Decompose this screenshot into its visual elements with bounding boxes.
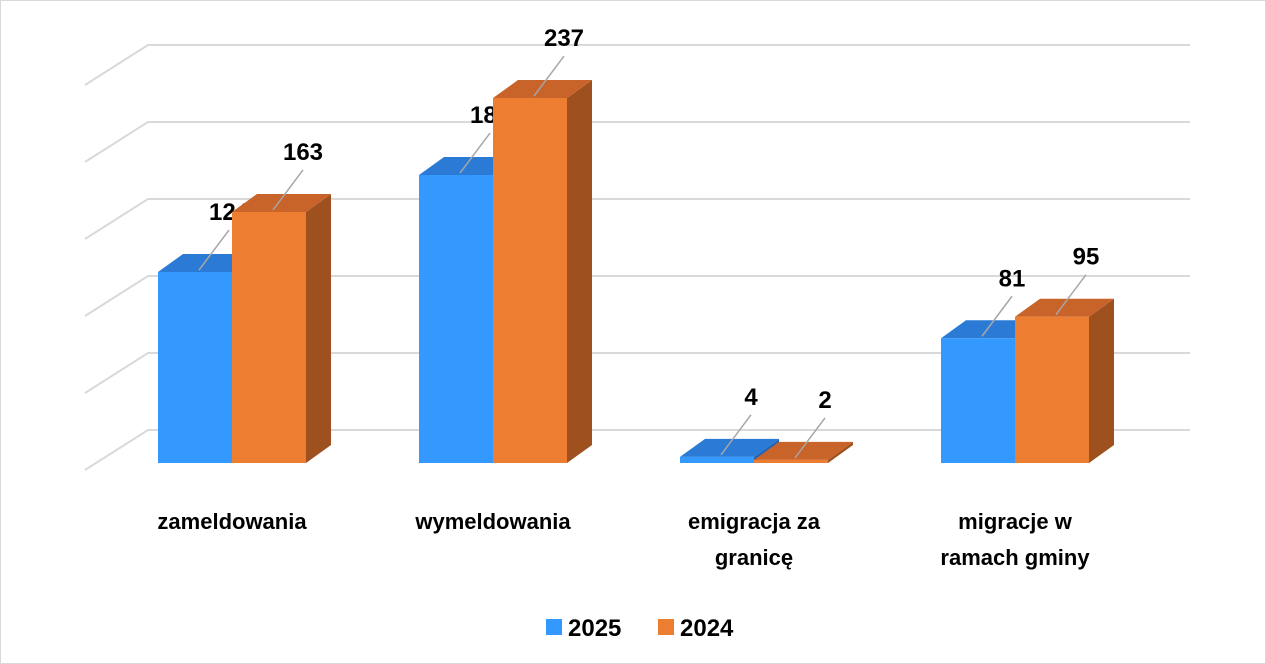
bar-front	[232, 211, 306, 463]
leader-line	[794, 417, 826, 459]
leader-line	[459, 132, 491, 174]
bar	[754, 441, 853, 463]
bar-side	[306, 193, 331, 464]
bar-front	[419, 175, 493, 463]
leader-line	[533, 55, 565, 97]
bar-front	[680, 456, 754, 463]
legend-label: 2024	[680, 615, 734, 642]
leader-line	[272, 169, 304, 211]
legend-swatch	[658, 619, 674, 635]
data-label: 95	[1073, 244, 1100, 271]
x-tick-label: zameldowania	[157, 509, 307, 534]
bar	[493, 80, 592, 464]
grid-line	[84, 429, 1190, 471]
data-label: 237	[544, 25, 584, 52]
bar-front	[1015, 316, 1089, 463]
leader-line	[981, 295, 1013, 337]
x-tick-label: wymeldowania	[415, 509, 571, 534]
grid-line	[84, 352, 1190, 394]
bar	[1015, 298, 1114, 463]
bar-front	[493, 98, 567, 464]
bar-front	[158, 272, 232, 463]
legend-swatch	[546, 619, 562, 635]
bar-front	[754, 459, 828, 463]
bar-top	[232, 193, 331, 212]
bar-top	[680, 438, 779, 457]
grid-line	[84, 198, 1190, 240]
bar	[232, 193, 331, 464]
bar-side	[567, 80, 592, 464]
leader-line	[720, 414, 752, 456]
bar-side	[1089, 298, 1114, 463]
legend-label: 2025	[568, 615, 621, 642]
bar-front	[941, 338, 1015, 463]
bar-top	[1015, 298, 1114, 317]
x-tick-label: emigracja za granicę	[687, 509, 821, 570]
data-label: 4	[744, 384, 758, 411]
grid-line	[84, 121, 1190, 163]
grid-line	[84, 275, 1190, 317]
grid-line	[84, 44, 1190, 86]
bar-side	[828, 441, 853, 463]
x-tick-label: migracje w ramach gminy	[940, 509, 1090, 570]
data-label: 81	[999, 265, 1026, 292]
bar-top	[754, 441, 853, 460]
leader-line	[1055, 274, 1087, 316]
data-label: 163	[283, 139, 323, 166]
leader-line	[198, 229, 230, 271]
bar	[680, 438, 779, 463]
bar-top	[493, 80, 592, 99]
data-label: 2	[818, 387, 831, 414]
